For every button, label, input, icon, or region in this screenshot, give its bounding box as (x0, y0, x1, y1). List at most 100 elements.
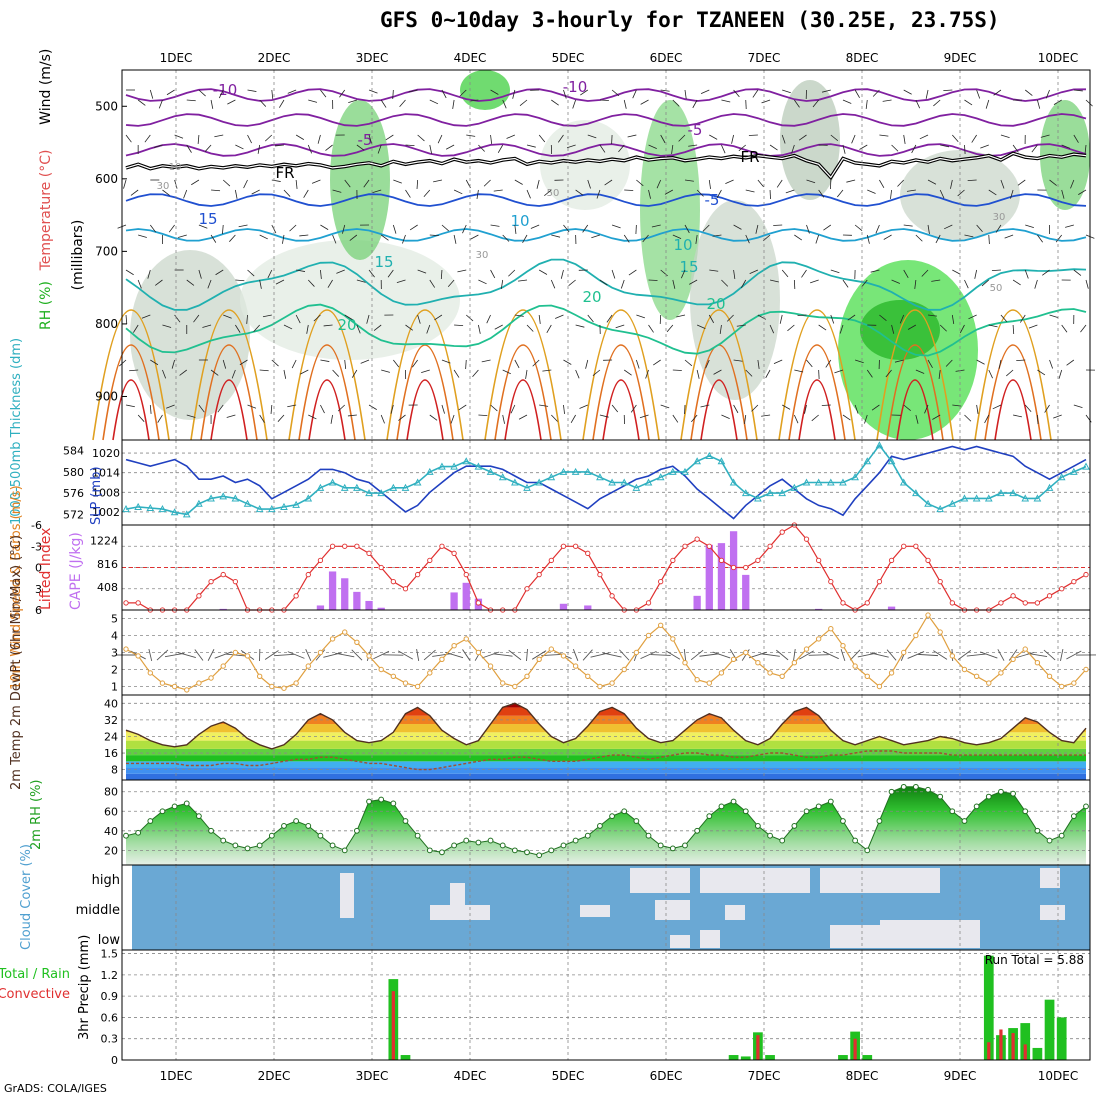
wind-barb (980, 651, 998, 659)
temp-band (126, 740, 1086, 749)
wind-barb (119, 359, 127, 367)
wind-barb (708, 314, 715, 324)
wind-barb (891, 144, 899, 152)
wind-barb (149, 404, 152, 415)
wind-barb (348, 99, 358, 104)
wind-barb (429, 234, 439, 237)
thickness-point (182, 510, 191, 518)
wind-barb (823, 224, 832, 231)
wind-speed-point (1034, 660, 1041, 666)
wind-barb (914, 279, 917, 289)
wind-barb (202, 324, 212, 328)
cape-bar (316, 605, 325, 610)
thickness-point (826, 478, 835, 486)
wind-barb (144, 134, 151, 143)
wind-barb (993, 89, 1002, 96)
wind-barb (153, 144, 163, 148)
wind-speed-point (840, 643, 846, 649)
thickness-point (158, 505, 167, 513)
wind-barb (405, 324, 414, 331)
rh-point (754, 823, 761, 829)
cape-bar (450, 592, 458, 610)
wind-barb (399, 99, 406, 108)
lifted-index-point (901, 543, 907, 549)
cape-bar (219, 608, 227, 610)
rh-tick-label: 40 (104, 825, 118, 838)
date-label-bottom: 8DEC (846, 1069, 879, 1083)
precip-convective-bar (1011, 1033, 1015, 1060)
wind-barb (903, 269, 909, 278)
precip-tick-label: 1.2 (101, 969, 119, 982)
wind-barb (295, 134, 305, 140)
wind-barb (259, 369, 269, 372)
rh-point (524, 849, 530, 856)
wind-barb (416, 179, 419, 190)
wind-barb (690, 649, 704, 661)
wind-barb (306, 324, 309, 334)
wind-speed-point (1022, 646, 1028, 652)
wind-barb (903, 89, 912, 95)
cape-bar (377, 607, 385, 610)
lifted-index-point (597, 571, 603, 578)
temperature-line (125, 702, 1087, 750)
wind-speed-point (1083, 666, 1089, 673)
wind-barb (235, 279, 245, 282)
thickness-point (814, 478, 823, 486)
wind-barb (575, 369, 580, 379)
wind-barb (454, 324, 464, 327)
cape-bar (887, 606, 896, 610)
temp-band (126, 703, 1086, 708)
wind-barb (396, 279, 406, 284)
wind-barb (210, 369, 219, 376)
wind-barb (847, 314, 856, 321)
wind-barb (214, 651, 232, 659)
temperature-contour (112, 379, 150, 441)
wind-barb (781, 134, 786, 144)
wind-speed-point (597, 683, 603, 690)
wind-barb (351, 649, 363, 661)
isotherm-line (125, 88, 1087, 102)
thickness-point (1057, 473, 1066, 481)
wind-barb (262, 314, 272, 318)
temperature-contour (582, 309, 660, 441)
date-label-top: 1DEC (160, 51, 193, 65)
cape-tick-label: 408 (97, 581, 118, 594)
rh-point (366, 798, 372, 805)
thickness-point (972, 494, 981, 502)
wind-barb (927, 224, 930, 234)
wind-barb (519, 99, 528, 106)
wind-barb (890, 189, 892, 199)
temp-band (126, 767, 1086, 774)
wind-barb (991, 269, 1001, 272)
thickness-point (340, 483, 349, 491)
thickness-point (948, 499, 957, 507)
wind-barb (1055, 234, 1063, 243)
wind-barb (490, 89, 499, 95)
thickness-point (1070, 467, 1078, 475)
wind-barb (851, 134, 856, 144)
wind-barb (1036, 414, 1039, 425)
cape-bar (328, 571, 337, 610)
wind-barb (765, 369, 771, 379)
cloud-block (725, 905, 745, 920)
wind-speed-point (256, 673, 263, 679)
thickness-ylabel: 1000-500mb Thickness (dm) (9, 338, 24, 525)
wind-speed-point (621, 666, 627, 673)
wind-barb (1034, 279, 1038, 289)
rh-point (281, 823, 287, 829)
contour-label: 50 (547, 188, 560, 199)
wind-barb (291, 359, 297, 369)
thickness-point (535, 478, 544, 486)
rh-point (669, 845, 676, 852)
wind-barb (149, 89, 154, 99)
wind-barb (1024, 89, 1033, 96)
wind-barb (652, 359, 661, 366)
wind-barb (733, 359, 743, 362)
lifted-index-point (888, 557, 895, 564)
wind-barb (769, 279, 779, 283)
rh-point (985, 793, 992, 800)
lifted-index-point (1046, 593, 1053, 599)
wind-barb (218, 89, 224, 99)
wind-barb (606, 314, 613, 323)
wind-barb (696, 324, 706, 330)
